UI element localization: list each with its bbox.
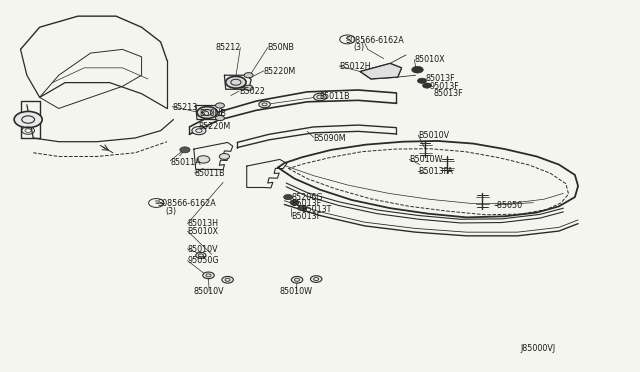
Text: B5013T: B5013T <box>301 205 332 215</box>
Circle shape <box>314 93 326 101</box>
Text: B50NB: B50NB <box>268 43 295 52</box>
Circle shape <box>216 115 225 121</box>
Text: S08566-6162A: S08566-6162A <box>157 199 216 208</box>
Circle shape <box>259 101 270 108</box>
Circle shape <box>422 83 431 88</box>
Text: 85220M: 85220M <box>199 122 231 131</box>
Circle shape <box>412 66 423 73</box>
Circle shape <box>284 195 292 200</box>
Text: B5013F: B5013F <box>291 212 321 221</box>
Circle shape <box>197 107 218 118</box>
Text: 85010W: 85010W <box>280 287 313 296</box>
Circle shape <box>291 276 303 283</box>
Text: B5010V: B5010V <box>418 131 449 140</box>
Circle shape <box>226 76 246 88</box>
Text: 85212: 85212 <box>216 43 241 52</box>
Circle shape <box>203 272 214 279</box>
Text: (3): (3) <box>166 206 177 216</box>
Circle shape <box>196 253 206 259</box>
Circle shape <box>290 200 299 205</box>
Text: B5012H: B5012H <box>339 61 371 71</box>
Text: S: S <box>154 201 158 205</box>
Text: B5010W: B5010W <box>409 155 443 164</box>
Circle shape <box>417 78 426 83</box>
Circle shape <box>310 276 322 282</box>
Circle shape <box>244 73 253 78</box>
Text: B5010X: B5010X <box>188 227 219 235</box>
Text: 85010X: 85010X <box>414 55 445 64</box>
Text: B5090M: B5090M <box>314 134 346 142</box>
Text: 85011B: 85011B <box>320 92 351 101</box>
Circle shape <box>220 154 230 160</box>
Text: 85011A: 85011A <box>170 157 201 167</box>
Text: 95013F: 95013F <box>429 82 460 91</box>
Text: B5013FA: B5013FA <box>418 167 453 176</box>
Text: B50NB: B50NB <box>199 109 226 118</box>
Circle shape <box>197 156 210 163</box>
Circle shape <box>244 85 253 90</box>
Circle shape <box>216 103 225 108</box>
Text: 85213: 85213 <box>172 103 197 112</box>
Circle shape <box>180 147 190 153</box>
Text: B5013F: B5013F <box>291 199 321 208</box>
Text: B5022: B5022 <box>239 87 265 96</box>
Text: S: S <box>346 37 349 42</box>
Text: 85206G: 85206G <box>291 193 323 202</box>
Circle shape <box>14 112 42 128</box>
Text: 95050G: 95050G <box>188 256 219 265</box>
Text: 85013H: 85013H <box>188 219 218 228</box>
Text: 85011B: 85011B <box>195 169 225 178</box>
Text: (3): (3) <box>354 43 365 52</box>
Text: 85220M: 85220M <box>264 67 296 76</box>
Text: 85013F: 85013F <box>433 89 463 98</box>
Circle shape <box>192 126 206 135</box>
Text: 85013F: 85013F <box>426 74 456 83</box>
Text: -85050: -85050 <box>495 201 523 210</box>
Text: J85000VJ: J85000VJ <box>521 344 556 353</box>
Text: 85010V: 85010V <box>194 287 225 296</box>
Circle shape <box>298 206 307 211</box>
Text: S08566-6162A: S08566-6162A <box>346 36 404 45</box>
Polygon shape <box>360 63 401 79</box>
Text: 85010V: 85010V <box>188 245 218 254</box>
Circle shape <box>222 276 234 283</box>
